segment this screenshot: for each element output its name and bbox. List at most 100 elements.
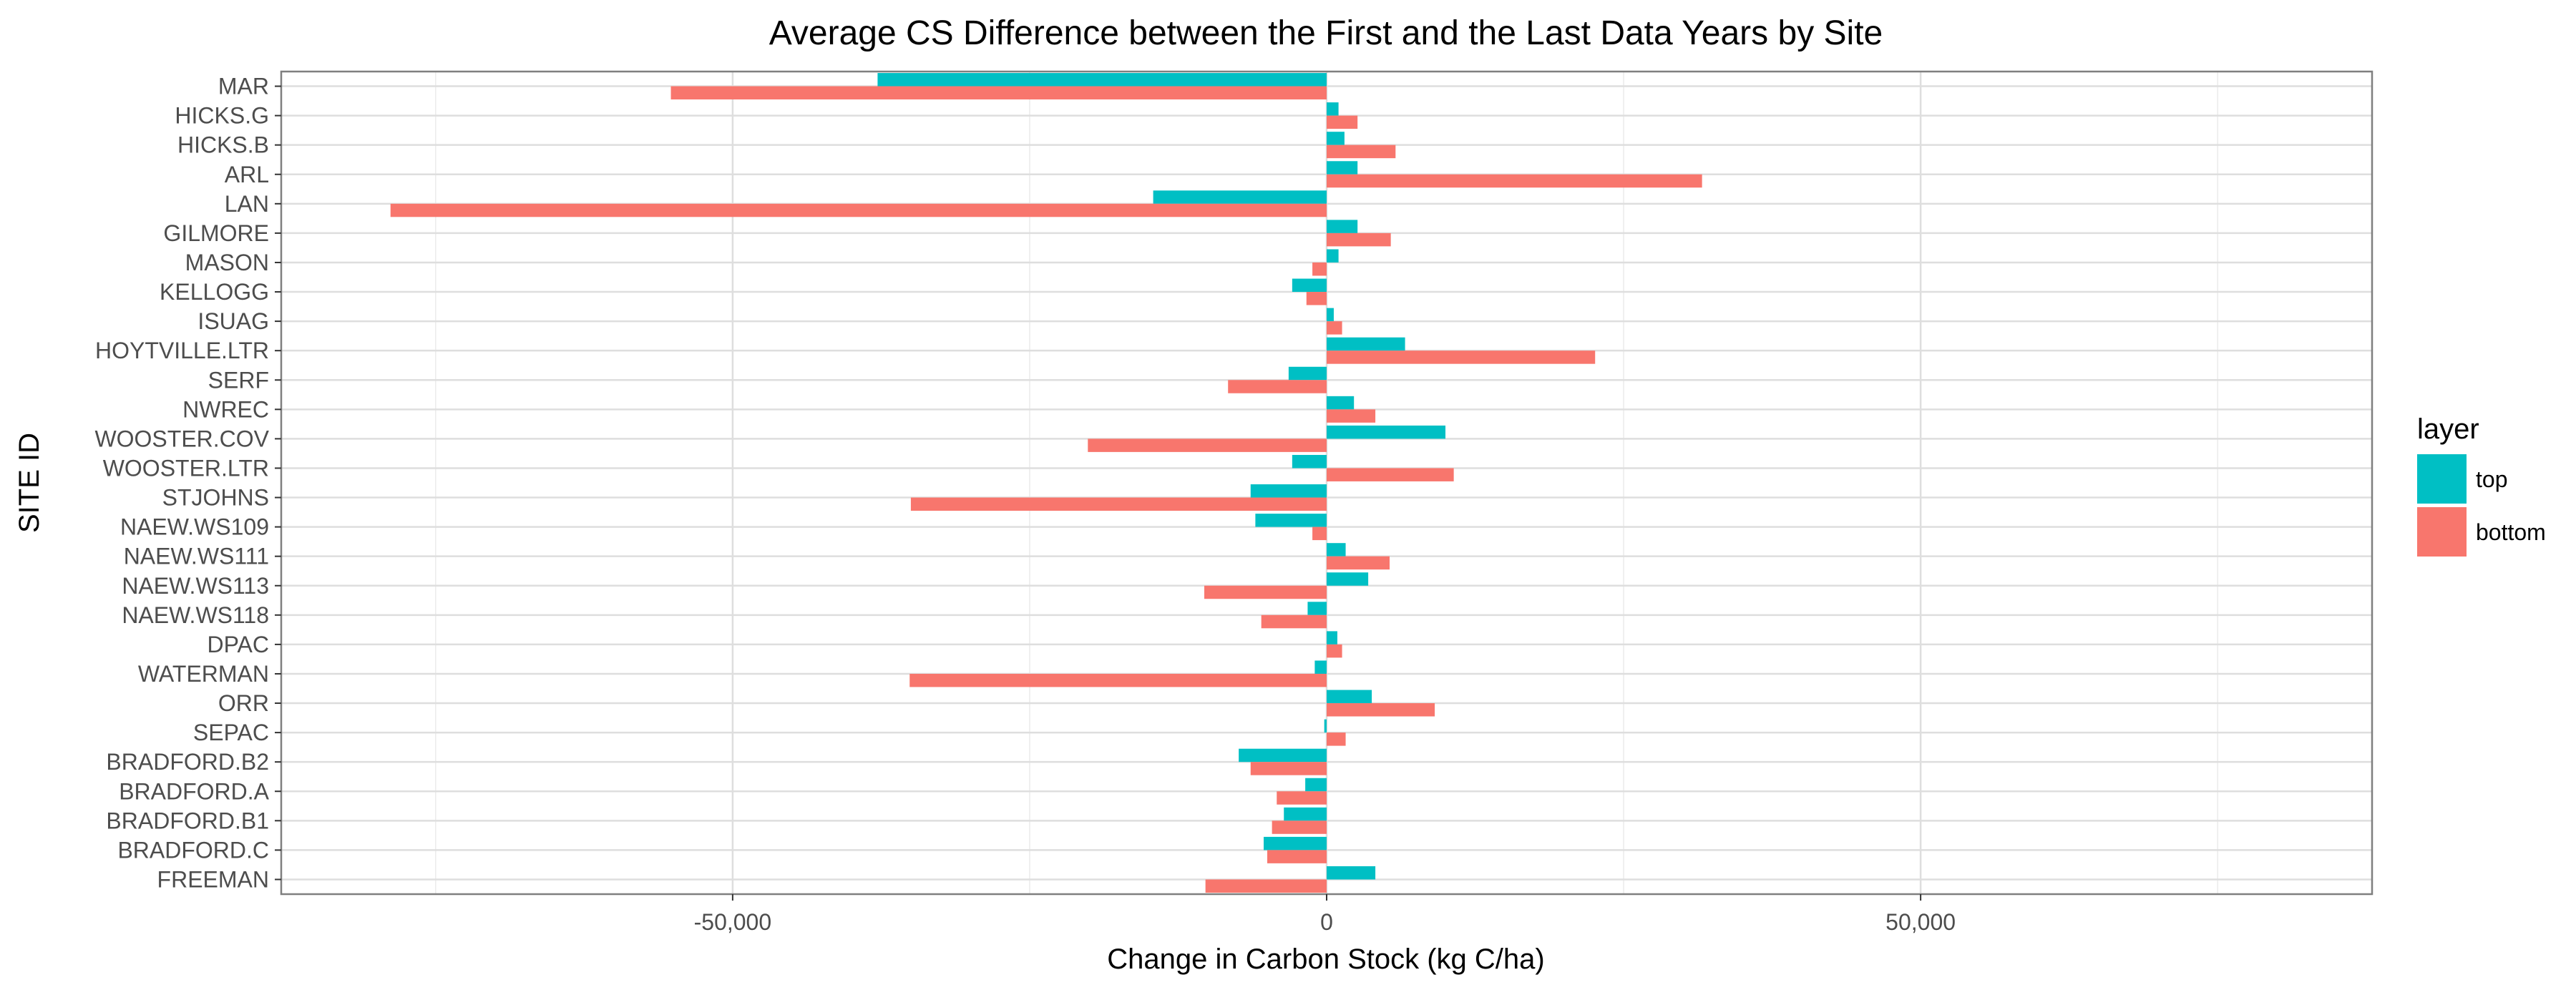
bar-bottom-isuag xyxy=(1327,321,1342,335)
bar-bottom-hicks-b xyxy=(1327,144,1396,159)
bar-top-arl xyxy=(1327,161,1358,175)
bar-bottom-bradford-b2 xyxy=(1250,762,1327,775)
y-tick-label: KELLOGG xyxy=(160,279,269,305)
bar-bottom-sepac xyxy=(1327,732,1346,746)
y-tick-label: WOOSTER.COV xyxy=(94,426,269,451)
legend-title: layer xyxy=(2417,413,2479,445)
bar-top-naew-ws113 xyxy=(1327,572,1369,586)
bar-top-hoytville-ltr xyxy=(1327,337,1405,351)
bar-top-hicks-g xyxy=(1327,102,1339,116)
bar-bottom-hicks-g xyxy=(1327,115,1358,129)
bar-top-hicks-b xyxy=(1327,132,1345,145)
y-tick-label: SEPAC xyxy=(193,720,269,745)
y-tick-label: HICKS.G xyxy=(175,103,269,129)
bar-bottom-mar xyxy=(670,86,1327,100)
y-tick-label: ORR xyxy=(218,690,269,716)
legend-items: top bottom xyxy=(2417,454,2546,557)
y-tick-label: NAEW.WS111 xyxy=(124,544,269,569)
x-axis-title: Change in Carbon Stock (kg C/ha) xyxy=(1107,944,1544,975)
bar-top-naew-ws109 xyxy=(1255,514,1327,527)
y-tick-label: BRADFORD.B1 xyxy=(106,808,269,833)
bar-top-bradford-c xyxy=(1264,836,1327,851)
bar-top-dpac xyxy=(1327,631,1337,645)
bar-bottom-hoytville-ltr xyxy=(1327,351,1596,364)
bar-top-gilmore xyxy=(1327,220,1358,233)
y-axis-ticks: MAR HICKS.G HICKS.B ARL LAN GILMORE MASON KELLO… xyxy=(94,74,281,892)
bar-bottom-kellogg xyxy=(1306,292,1327,305)
bar-bottom-bradford-c xyxy=(1267,850,1327,863)
bar-top-sepac xyxy=(1324,719,1327,733)
bar-series xyxy=(390,73,1702,893)
bar-top-freeman xyxy=(1327,866,1376,880)
bar-top-wooster-ltr xyxy=(1292,454,1327,469)
bar-top-mar xyxy=(877,73,1327,87)
bar-top-bradford-b1 xyxy=(1284,807,1327,821)
bar-top-wooster-cov xyxy=(1327,425,1446,439)
bar-bottom-gilmore xyxy=(1327,232,1391,247)
bar-top-naew-ws111 xyxy=(1327,543,1346,557)
bar-bottom-arl xyxy=(1327,174,1702,188)
y-tick-label: STJOHNS xyxy=(162,485,269,511)
y-tick-label: NWREC xyxy=(182,396,269,422)
y-tick-label: BRADFORD.C xyxy=(117,837,269,863)
bar-top-waterman xyxy=(1314,660,1327,674)
legend-label-top: top xyxy=(2476,466,2507,492)
legend-key-top xyxy=(2417,454,2467,504)
y-tick-label: MAR xyxy=(218,74,269,99)
y-tick-label: FREEMAN xyxy=(157,866,269,892)
bar-bottom-serf xyxy=(1228,380,1327,393)
y-tick-label: BRADFORD.B2 xyxy=(106,749,269,775)
legend: layer top bottom xyxy=(2417,413,2546,557)
y-tick-label: DPAC xyxy=(207,632,269,657)
bar-bottom-wooster-cov xyxy=(1088,438,1327,452)
bar-top-isuag xyxy=(1327,308,1334,322)
bar-bottom-waterman xyxy=(909,673,1327,687)
y-tick-label: NAEW.WS118 xyxy=(122,602,269,628)
bar-bottom-orr xyxy=(1327,703,1435,717)
y-tick-label: GILMORE xyxy=(163,220,269,246)
y-tick-label: SERF xyxy=(208,367,269,393)
bar-top-serf xyxy=(1288,366,1327,381)
bar-bottom-bradford-a xyxy=(1277,791,1327,805)
bar-top-lan xyxy=(1153,190,1327,204)
bar-top-bradford-a xyxy=(1305,778,1327,792)
y-tick-label: LAN xyxy=(225,191,269,217)
bar-bottom-naew-ws113 xyxy=(1204,585,1327,599)
chart-title: Average CS Difference between the First … xyxy=(769,14,1883,52)
y-axis-title: SITE ID xyxy=(14,433,45,533)
bar-bottom-dpac xyxy=(1327,644,1342,658)
y-tick-label: WOOSTER.LTR xyxy=(103,455,269,481)
bar-top-mason xyxy=(1327,249,1339,263)
bar-bottom-lan xyxy=(390,203,1327,217)
bar-top-stjohns xyxy=(1250,484,1327,498)
bar-bottom-nwrec xyxy=(1327,409,1376,423)
bar-bottom-wooster-ltr xyxy=(1327,468,1454,481)
y-tick-label: HOYTVILLE.LTR xyxy=(95,338,269,363)
x-tick-label: -50,000 xyxy=(694,909,772,935)
y-tick-label: ISUAG xyxy=(197,308,269,334)
bar-top-orr xyxy=(1327,690,1372,704)
y-tick-label: MASON xyxy=(185,250,269,275)
y-tick-label: ARL xyxy=(225,162,269,187)
bar-bottom-naew-ws118 xyxy=(1261,614,1327,629)
legend-label-bottom: bottom xyxy=(2476,519,2546,545)
bar-bottom-bradford-b1 xyxy=(1272,820,1327,834)
y-tick-label: NAEW.WS109 xyxy=(120,514,269,540)
y-tick-label: WATERMAN xyxy=(138,661,269,687)
bar-bottom-naew-ws111 xyxy=(1327,556,1390,570)
bar-bottom-stjohns xyxy=(910,497,1327,511)
bar-bottom-mason xyxy=(1312,262,1327,276)
bar-top-kellogg xyxy=(1292,278,1327,293)
x-axis-ticks: -50,000 0 50,000 xyxy=(694,894,1956,935)
legend-key-bottom xyxy=(2417,507,2467,557)
bar-top-bradford-b2 xyxy=(1239,748,1327,763)
y-tick-label: NAEW.WS113 xyxy=(122,573,269,599)
x-tick-label: 50,000 xyxy=(1885,909,1956,935)
bar-top-nwrec xyxy=(1327,396,1355,410)
x-tick-label: 0 xyxy=(1320,909,1333,935)
bar-bottom-freeman xyxy=(1205,879,1327,893)
y-tick-label: HICKS.B xyxy=(177,132,269,158)
bar-bottom-naew-ws109 xyxy=(1312,526,1327,541)
bar-top-naew-ws118 xyxy=(1307,602,1327,615)
